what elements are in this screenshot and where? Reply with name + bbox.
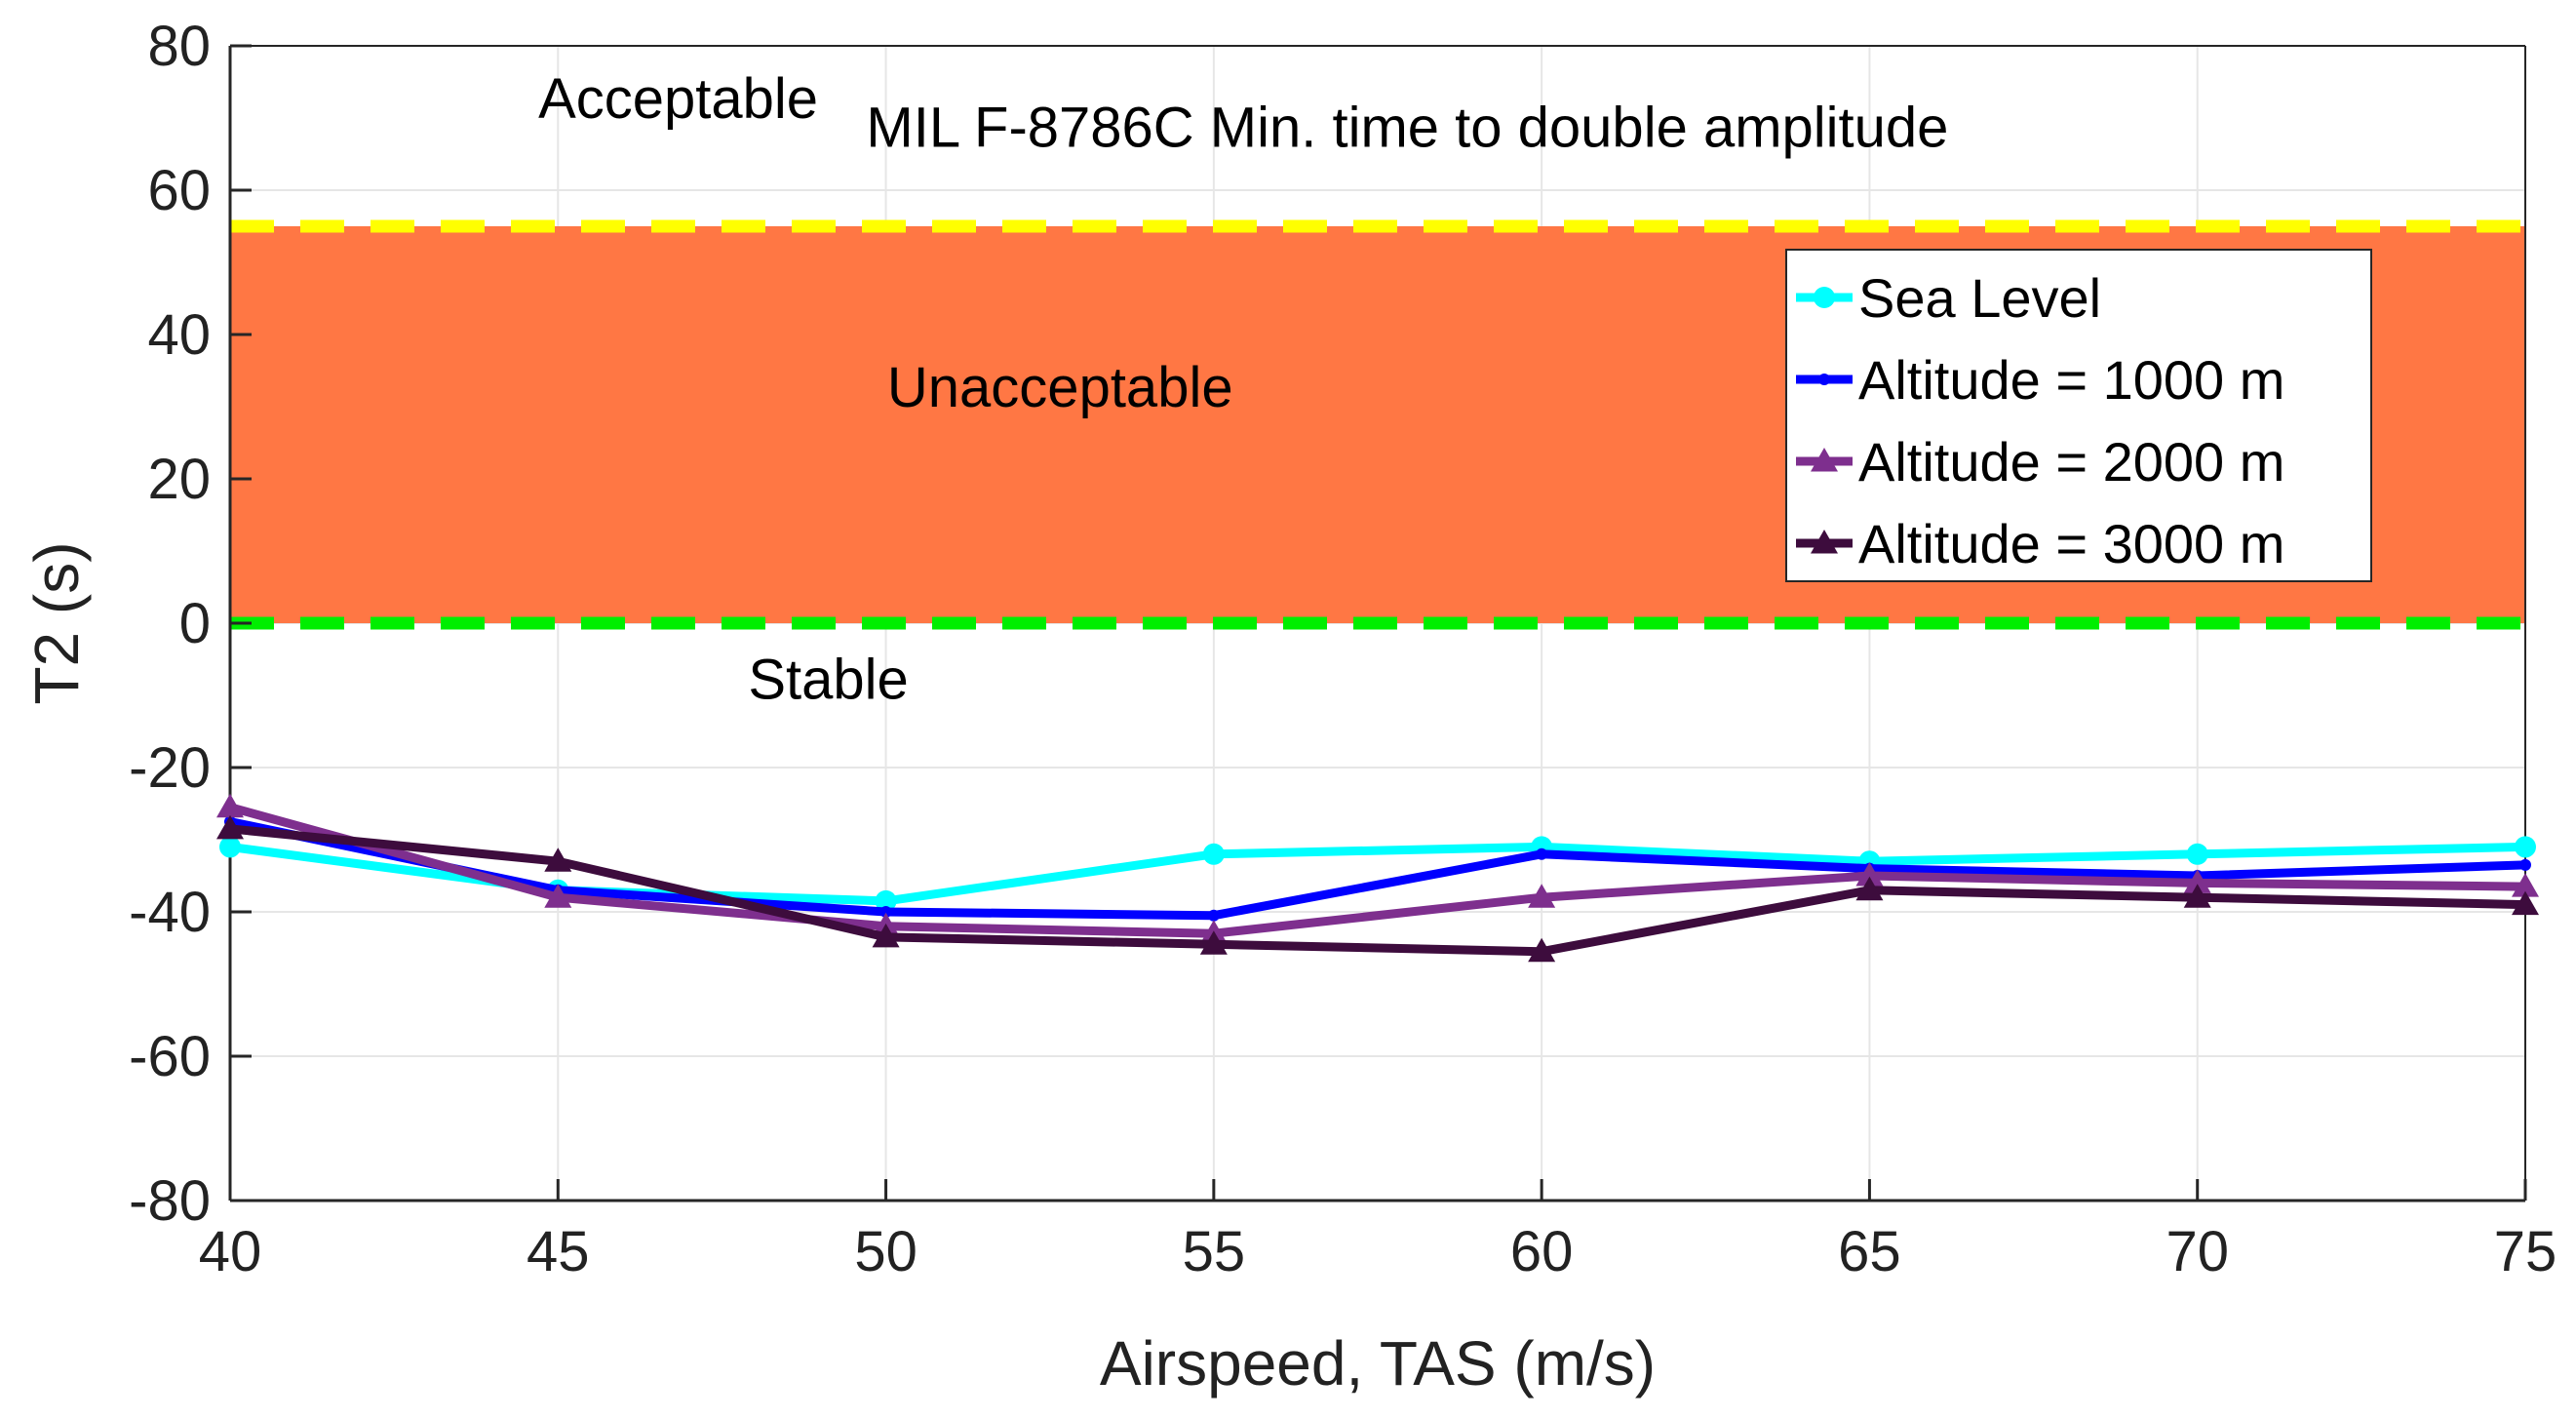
data-point (216, 793, 244, 818)
data-point (1207, 909, 1220, 922)
data-point (216, 814, 244, 840)
unacceptable-label: Unacceptable (887, 356, 1233, 419)
y-tick-label: 40 (147, 303, 211, 367)
y-tick-label: -20 (129, 736, 211, 800)
x-tick-label: 70 (2166, 1220, 2229, 1283)
legend-swatch-marker (1811, 448, 1838, 472)
data-point (879, 906, 892, 918)
x-tick-label: 55 (1183, 1220, 1246, 1283)
y-tick-label: 0 (179, 592, 211, 655)
x-tick-label: 65 (1838, 1220, 1901, 1283)
y-tick-label: -60 (129, 1025, 211, 1088)
x-axis-title: Airspeed, TAS (m/s) (1100, 1328, 1656, 1399)
axes: 40 45 50 55 60 65 70 75 -80 -60 -40 -20 0 20 40 60 80 Air… (21, 15, 2556, 1399)
legend-swatch-marker (1811, 530, 1838, 554)
y-axis-title: T2 (s) (21, 541, 92, 704)
series-line (225, 817, 2530, 921)
y-tick-label: 20 (147, 448, 211, 511)
data-point (875, 889, 897, 912)
data-point (219, 836, 241, 858)
x-tick-label: 50 (854, 1220, 917, 1283)
data-point (2519, 858, 2531, 871)
data-point (544, 847, 572, 872)
data-point (1528, 937, 1556, 963)
data-point (2183, 869, 2211, 893)
y-tick-label: -40 (129, 881, 211, 944)
data-point (2512, 873, 2539, 897)
data-point (1202, 843, 1225, 865)
legend-box (1785, 249, 2372, 582)
data-point (1528, 884, 1556, 908)
annotations: Acceptable MIL F-8786C Min. time to doubl… (538, 67, 1948, 712)
stable-label: Stable (748, 649, 908, 712)
legend-entry: Altitude = 3000 m (1796, 513, 2284, 574)
data-point (1855, 862, 1884, 887)
data-point (1855, 876, 1884, 901)
series-line (225, 824, 2530, 957)
data-point (2515, 836, 2536, 858)
data-point (544, 884, 572, 908)
series-altitude-3000-m (216, 814, 2539, 963)
acceptable-label: Acceptable (538, 67, 818, 131)
y-tick-label: -80 (129, 1169, 211, 1233)
legend-entry: Altitude = 2000 m (1796, 431, 2284, 493)
series-line (225, 803, 2530, 938)
data-point (2186, 843, 2208, 865)
legend-label: Altitude = 2000 m (1858, 431, 2284, 493)
data-point (1199, 930, 1228, 955)
data-series (216, 793, 2539, 963)
legend-entry: Altitude = 1000 m (1796, 349, 2284, 411)
x-tick-label: 45 (527, 1220, 590, 1283)
x-tick-label: 60 (1510, 1220, 1574, 1283)
legend-entry: Sea Level (1796, 267, 2101, 329)
legend-label: Sea Level (1858, 267, 2101, 329)
y-tick-label: 60 (147, 159, 211, 222)
data-point (872, 923, 900, 948)
legend: Sea Level Altitude = 1000 m Altitude = 200… (1785, 249, 2372, 582)
legend-swatch-marker (1814, 287, 1835, 308)
legend-label: Altitude = 3000 m (1858, 513, 2284, 574)
data-point (2512, 890, 2539, 916)
x-tick-label: 40 (199, 1220, 262, 1283)
spec-title-label: MIL F-8786C Min. time to double amplitud… (866, 97, 1948, 160)
data-point (2183, 884, 2211, 908)
y-tick-label: 80 (147, 15, 211, 78)
data-point (1536, 847, 1548, 860)
legend-swatch-marker (1818, 374, 1830, 385)
legend-label: Altitude = 1000 m (1858, 349, 2284, 411)
x-tick-label: 75 (2494, 1220, 2557, 1283)
